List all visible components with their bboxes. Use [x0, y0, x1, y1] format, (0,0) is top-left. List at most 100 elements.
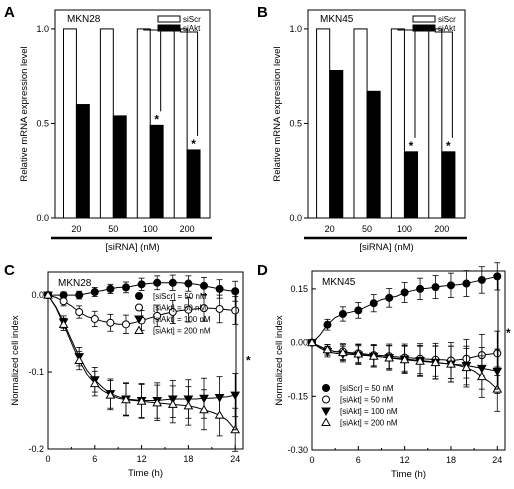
data-point — [215, 284, 224, 293]
panel-b: B MKN45 Relative mRNA expression level 0.0 0… — [257, 4, 467, 253]
legend-label: [siAkt] = 100 nM — [153, 315, 211, 324]
y-tick-label: 0.5 — [289, 118, 302, 128]
y-tick-label: -0.2 — [28, 444, 44, 454]
x-tick-label: 20 — [71, 224, 81, 234]
x-tick-label: 12 — [137, 454, 147, 464]
legend-label: [siAkt] = 50 nM — [340, 396, 393, 405]
data-point — [106, 318, 115, 327]
data-point — [58, 319, 69, 328]
data-point — [168, 308, 177, 317]
bar-siakt-200 — [186, 149, 201, 219]
data-point — [399, 354, 410, 364]
x-tick-label: 0 — [309, 455, 314, 465]
y-tick-label: 0.0 — [31, 290, 44, 300]
y-axis-label: Relative mRNA expression level — [19, 46, 30, 181]
significance-bracket — [232, 290, 237, 431]
x-tick-label: 6 — [356, 455, 361, 465]
data-point — [431, 283, 440, 292]
series-0 — [308, 262, 502, 347]
data-point — [136, 396, 147, 405]
bar-siakt-100 — [149, 124, 164, 219]
data-point — [384, 352, 395, 362]
significance-star: * — [191, 137, 196, 151]
bar-siscr-100 — [390, 28, 405, 219]
series-3 — [43, 290, 241, 452]
data-point — [59, 297, 68, 306]
data-point — [215, 304, 224, 313]
y-tick-label: 0.15 — [290, 284, 308, 294]
data-point — [230, 391, 241, 401]
data-point — [137, 280, 146, 289]
legend-marker — [134, 325, 144, 334]
legend-label: [siScr] = 50 nM — [153, 292, 207, 301]
data-point — [200, 281, 208, 290]
bar-siakt-100 — [403, 151, 419, 219]
data-point — [307, 337, 317, 347]
significance-star: * — [446, 139, 451, 153]
data-point — [199, 404, 209, 414]
legend-label: siAkt — [183, 24, 201, 33]
data-point — [369, 299, 378, 308]
bar-siscr-20 — [316, 28, 331, 219]
series-0 — [44, 274, 240, 302]
x-tick-label: 100 — [143, 224, 158, 234]
data-point — [106, 284, 115, 293]
data-point — [231, 306, 240, 315]
y-tick-label: -0.30 — [287, 445, 308, 455]
legend-swatch-siscr — [157, 15, 181, 23]
legend-marker — [321, 417, 331, 426]
bar-siakt-50 — [366, 90, 381, 219]
data-point — [461, 362, 472, 372]
bar-siscr-20 — [62, 28, 77, 219]
data-point — [477, 275, 486, 284]
y-axis-label: Normalized cell index — [10, 315, 21, 406]
data-point — [152, 397, 163, 407]
x-tick-label: 100 — [397, 224, 412, 234]
bar-siscr-50 — [353, 28, 368, 219]
x-tick-label: 24 — [492, 455, 502, 465]
legend-swatch-siscr — [412, 15, 436, 23]
data-point — [214, 410, 225, 419]
significance-bracket — [143, 28, 156, 31]
x-tick-label: 24 — [230, 454, 240, 464]
data-point — [415, 356, 425, 365]
x-tick-label: 50 — [108, 224, 118, 234]
plot-frame — [311, 270, 506, 451]
data-point — [75, 308, 84, 317]
data-point — [121, 394, 131, 404]
legend-marker — [134, 315, 144, 325]
data-point — [323, 320, 332, 329]
data-point — [90, 288, 99, 297]
data-point — [122, 320, 130, 329]
bar-siscr-200 — [173, 28, 188, 219]
data-point — [446, 359, 456, 368]
data-point — [462, 279, 471, 288]
panel-c: C MKN28 Normalized cell index 0.0 -0.1 -0.20 6… — [4, 262, 251, 479]
data-point — [416, 284, 425, 293]
x-tick-label: 18 — [183, 454, 193, 464]
legend-marker — [322, 395, 330, 404]
data-point — [184, 305, 193, 314]
plot-frame — [47, 271, 244, 450]
x-tick-label: 50 — [362, 224, 372, 234]
significance-star: * — [409, 139, 414, 153]
data-point — [167, 399, 178, 408]
plot-frame — [54, 9, 211, 219]
significance-bracket — [409, 29, 416, 138]
y-tick-label: -0.15 — [287, 391, 308, 401]
data-point — [183, 400, 194, 410]
data-point — [400, 288, 409, 297]
data-point — [168, 278, 177, 287]
legend-label: [siScr] = 50 nM — [340, 384, 394, 393]
legend-swatch-siakt — [412, 24, 436, 32]
legend-marker — [322, 384, 330, 392]
data-point — [122, 283, 130, 292]
x-axis-label: [siRNA] (nM) — [105, 242, 159, 253]
legend-label: [siAkt] = 50 nM — [153, 304, 206, 313]
x-tick-label: 12 — [400, 455, 410, 465]
data-point — [353, 349, 364, 358]
data-point — [74, 355, 85, 364]
significance-bracket — [397, 28, 410, 31]
bar-siscr-100 — [136, 28, 151, 219]
